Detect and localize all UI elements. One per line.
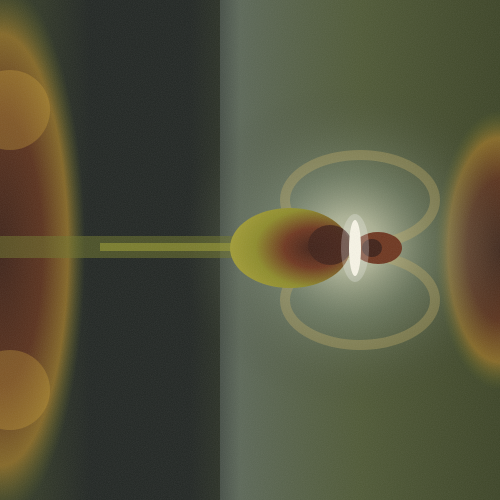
fractal-scene [0,0,500,500]
fractal-canvas [0,0,500,500]
grain-overlay [0,0,500,500]
